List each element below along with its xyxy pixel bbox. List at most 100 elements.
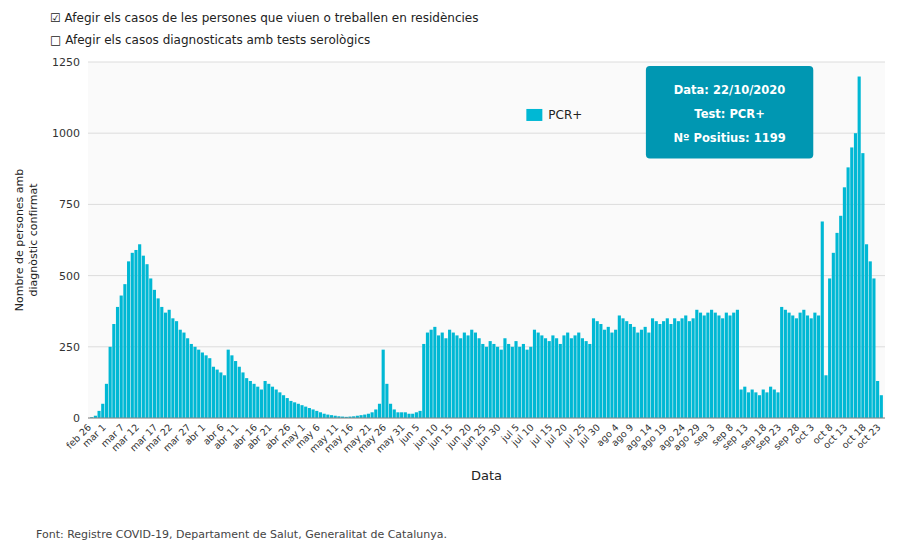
- bar: [743, 387, 746, 418]
- bar: [312, 409, 315, 418]
- bar: [374, 409, 377, 418]
- bar: [227, 350, 230, 418]
- bar: [448, 330, 451, 418]
- bar: [817, 315, 820, 418]
- bar: [326, 415, 329, 418]
- bar: [684, 315, 687, 418]
- bar: [422, 344, 425, 418]
- bar: [153, 290, 156, 418]
- bar: [876, 381, 879, 418]
- bar: [134, 250, 137, 418]
- bar: [407, 414, 410, 418]
- bar: [747, 392, 750, 418]
- bar: [813, 313, 816, 418]
- bar: [400, 412, 403, 418]
- bar: [514, 341, 517, 418]
- y-tick-label: 500: [59, 270, 80, 283]
- bar: [802, 310, 805, 418]
- bar: [573, 335, 576, 418]
- bar: [854, 133, 857, 418]
- legend-swatch: [526, 109, 542, 121]
- y-axis-label-group: Nombre de persones ambdiagnòstic confirm…: [13, 169, 39, 312]
- bar: [673, 318, 676, 418]
- bar: [478, 338, 481, 418]
- bar: [433, 327, 436, 418]
- bar: [618, 315, 621, 418]
- bar: [304, 407, 307, 418]
- bar: [769, 387, 772, 418]
- bar: [669, 324, 672, 418]
- bar: [492, 344, 495, 418]
- bar: [455, 335, 458, 418]
- bar: [271, 387, 274, 418]
- bar: [839, 216, 842, 418]
- bar: [149, 278, 152, 418]
- bar: [223, 375, 226, 418]
- grid-line: [88, 62, 885, 63]
- grid-line: [88, 275, 885, 276]
- bar: [666, 318, 669, 418]
- bar: [105, 384, 108, 418]
- bar: [308, 408, 311, 418]
- bar: [776, 392, 779, 418]
- bar: [444, 338, 447, 418]
- bar: [466, 335, 469, 418]
- grid-line: [88, 204, 885, 205]
- bar: [430, 330, 433, 418]
- legend-label: PCR+: [548, 108, 582, 122]
- bar: [171, 318, 174, 418]
- bar: [256, 387, 259, 418]
- bar: [651, 318, 654, 418]
- bar: [647, 333, 650, 418]
- bar: [116, 307, 119, 418]
- bar: [603, 330, 606, 418]
- bar: [393, 409, 396, 418]
- x-axis-line: [88, 418, 885, 419]
- bar: [289, 401, 292, 418]
- bar: [555, 338, 558, 418]
- bar: [511, 347, 514, 418]
- bar: [319, 412, 322, 418]
- bar: [474, 333, 477, 418]
- bar: [858, 77, 861, 418]
- bar: [123, 284, 126, 418]
- bar: [230, 355, 233, 418]
- bar: [692, 318, 695, 418]
- bar: [850, 147, 853, 418]
- bar: [503, 338, 506, 418]
- bar: [249, 381, 252, 418]
- bar: [164, 313, 167, 418]
- bar: [688, 321, 691, 418]
- x-axis: feb 26mar 1mar 7mar 12mar 17mar 22mar 27…: [64, 422, 883, 455]
- tooltip-box: [646, 66, 813, 159]
- bar: [699, 313, 702, 418]
- bar: [843, 187, 846, 418]
- bar: [168, 310, 171, 418]
- bar: [621, 318, 624, 418]
- bar: [721, 318, 724, 418]
- y-axis-label-line: diagnòstic confirmat: [27, 183, 40, 297]
- bar: [828, 278, 831, 418]
- y-tick-label: 750: [59, 198, 80, 211]
- bar: [411, 414, 414, 418]
- bar: [736, 310, 739, 418]
- bar: [441, 333, 444, 418]
- bar: [570, 338, 573, 418]
- chart-svg: ☑ Afegir els casos de les persones que v…: [0, 0, 901, 550]
- bar: [179, 330, 182, 418]
- bar: [758, 395, 761, 418]
- bar: [371, 412, 374, 418]
- bar: [470, 330, 473, 418]
- bar: [234, 361, 237, 418]
- bar: [193, 347, 196, 418]
- bar: [588, 344, 591, 418]
- bar: [791, 315, 794, 418]
- bar: [282, 395, 285, 418]
- bar: [112, 324, 115, 418]
- bar: [127, 261, 130, 418]
- bar: [208, 358, 211, 418]
- bar: [382, 350, 385, 418]
- bar: [120, 296, 123, 418]
- bar: [529, 347, 532, 418]
- bar: [489, 341, 492, 418]
